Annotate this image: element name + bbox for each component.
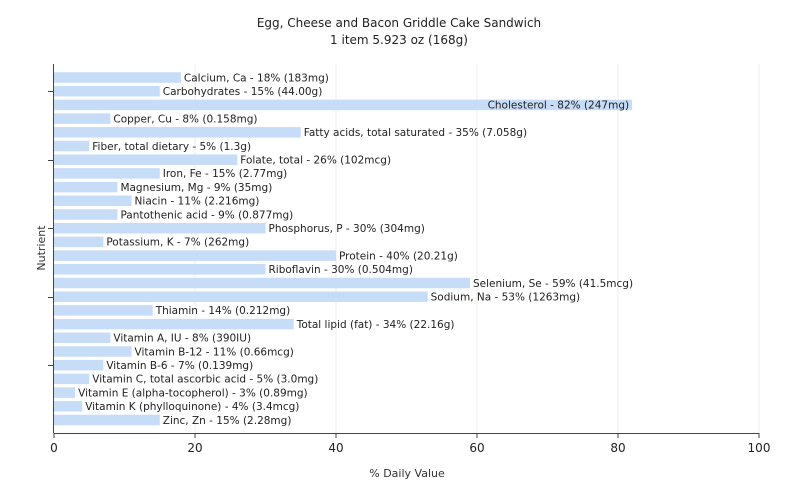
bar-label: Carbohydrates - 15% (44.00g) — [163, 86, 323, 98]
bar — [54, 140, 90, 152]
x-tick-label: 80 — [610, 441, 625, 455]
bar — [54, 236, 104, 248]
bar-label: Fatty acids, total saturated - 35% (7.05… — [304, 127, 527, 139]
x-tick-label: 100 — [748, 441, 771, 455]
bar-label: Zinc, Zn - 15% (2.28mg) — [163, 415, 292, 427]
bar — [54, 85, 160, 97]
bar-label: Sodium, Na - 53% (1263mg) — [431, 292, 580, 304]
bar — [54, 209, 118, 220]
bar-label: Potassium, K - 7% (262mg) — [106, 237, 249, 249]
bar-label: Cholesterol - 82% (247mg) — [488, 100, 630, 112]
bar — [54, 346, 132, 357]
bar — [54, 414, 160, 426]
bar — [54, 332, 111, 344]
bar — [54, 387, 76, 398]
bar — [54, 401, 83, 412]
bar — [54, 127, 301, 138]
bar-label: Fiber, total dietary - 5% (1.3g) — [92, 141, 251, 153]
y-axis-title: Nutrient — [35, 225, 48, 271]
bar — [54, 195, 132, 207]
x-axis-title: % Daily Value — [369, 467, 445, 480]
bar — [54, 291, 428, 302]
bar — [54, 264, 266, 275]
bar-label: Vitamin K (phylloquinone) - 4% (3.4mcg) — [85, 401, 299, 413]
chart-title: Egg, Cheese and Bacon Griddle Cake Sandw… — [257, 16, 541, 30]
bar-label: Folate, total - 26% (102mcg) — [240, 155, 391, 167]
bar-label: Magnesium, Mg - 9% (35mg) — [120, 182, 272, 194]
chart-subtitle: 1 item 5.923 oz (168g) — [330, 33, 468, 47]
bar-layer — [54, 72, 633, 426]
bar — [54, 222, 266, 234]
bar-label: Vitamin B-6 - 7% (0.139mg) — [106, 360, 253, 372]
bar-label: Copper, Cu - 8% (0.158mg) — [113, 113, 257, 125]
bar-label: Calcium, Ca - 18% (183mg) — [184, 72, 329, 84]
bar-label: Protein - 40% (20.21g) — [339, 250, 458, 262]
bar-label: Vitamin B-12 - 11% (0.66mcg) — [135, 346, 294, 358]
bar — [54, 359, 104, 371]
bar — [54, 277, 470, 289]
bar — [54, 154, 238, 165]
bar-label: Iron, Fe - 15% (2.77mg) — [163, 168, 287, 180]
bar — [54, 181, 118, 193]
bar-label-layer: Calcium, Ca - 18% (183mg) Carbohydrates -… — [78, 72, 633, 427]
grid-layer — [194, 64, 760, 433]
axis-layer: 0 20 40 60 80 100 — [48, 64, 770, 455]
bar-label: Vitamin E (alpha-tocopherol) - 3% (0.89m… — [78, 387, 308, 399]
bar-label: Thiamin - 14% (0.212mg) — [155, 305, 291, 317]
x-tick-label: 60 — [469, 441, 484, 455]
x-tick-label: 20 — [187, 441, 202, 455]
bar — [54, 250, 336, 261]
bar-label: Niacin - 11% (2.216mg) — [135, 196, 260, 208]
bar — [54, 113, 111, 124]
bar — [54, 72, 181, 83]
bar-label: Phosphorus, P - 30% (304mg) — [269, 223, 425, 235]
x-tick-label: 40 — [328, 441, 343, 455]
bar-label: Total lipid (fat) - 34% (22.16g) — [296, 319, 455, 331]
bar-label: Selenium, Se - 59% (41.5mcg) — [473, 278, 633, 290]
x-tick-label: 0 — [50, 441, 58, 455]
bar-label: Vitamin A, IU - 8% (390IU) — [113, 333, 251, 345]
bar-label: Pantothenic acid - 9% (0.877mg) — [120, 209, 293, 221]
bar — [54, 168, 160, 179]
bar-label: Vitamin C, total ascorbic acid - 5% (3.0… — [92, 374, 318, 386]
bar — [54, 373, 90, 385]
bar — [54, 99, 633, 111]
bar-label: Riboflavin - 30% (0.504mg) — [269, 264, 413, 276]
bar — [54, 305, 153, 316]
bar — [54, 318, 294, 330]
